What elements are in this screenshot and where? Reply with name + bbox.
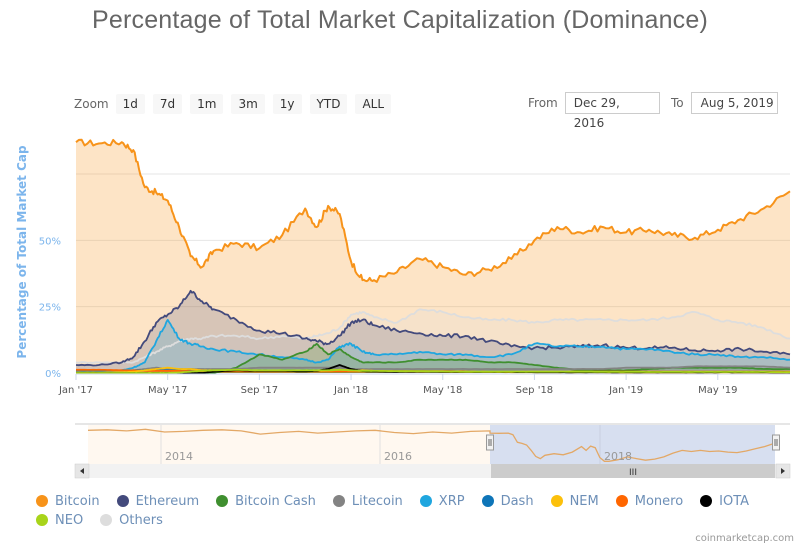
series-area-bitcoin [76,139,790,373]
gridlines [76,173,790,308]
x-axis-ticks: Jan '17 May '17 Sep '17 Jan '18 May '18 Sep '… [58,373,790,396]
legend-item-neo[interactable]: NEO [36,513,83,528]
navigator-left-handle[interactable] [486,434,494,451]
range-to: To Aug 5, 2019 [671,92,778,114]
series-line-neo[interactable] [76,368,790,374]
from-label: From [528,96,558,110]
legend-item-bitcoin[interactable]: Bitcoin [36,494,100,509]
legend-item-others[interactable]: Others [100,513,163,528]
legend-item-iota[interactable]: IOTA [700,494,749,509]
legend-marker-icon [216,495,229,507]
legend-row: NEO Others [36,511,796,529]
series-lines [75,138,791,374]
zoom-button-7d[interactable]: 7d [152,94,183,114]
legend-item-xrp[interactable]: XRP [419,493,465,509]
legend: Bitcoin Ethereum Bitcoin Cash Litecoin XRP Da… [36,492,796,530]
to-label: To [671,96,684,110]
series-area-bitcoin-cash [76,343,790,373]
series-areas [76,139,790,373]
range-from: From Dec 29, 2016 [528,92,660,130]
x-tick-label: Jan '17 [58,385,93,396]
credit-link[interactable]: coinmarketcap.com [695,533,794,544]
navigator-series-line [87,428,776,462]
legend-item-bitcoin-cash[interactable]: Bitcoin Cash [216,494,316,509]
legend-marker-icon [36,514,48,526]
legend-item-nem[interactable]: NEM [550,493,599,509]
legend-label: NEM [569,493,599,509]
navigator-right-handle[interactable] [772,434,780,451]
series-line-bitcoin[interactable] [75,138,791,283]
arrow-left-icon [80,468,84,474]
chart-title: Percentage of Total Market Capitalizatio… [92,6,708,34]
legend-item-litecoin[interactable]: Litecoin [332,493,403,509]
navigator-year-2014: 2014 [165,450,193,463]
navigator-year-2018: 2018 [604,450,632,463]
legend-item-ethereum[interactable]: Ethereum [116,493,200,509]
legend-marker-icon [550,495,563,507]
legend-marker-icon [100,514,113,526]
legend-item-dash[interactable]: Dash [481,493,534,509]
y-axis-ticks: 0% 25% 50% [39,236,61,380]
zoom-selector: Zoom 1d 7d 1m 3m 1y YTD ALL [74,93,399,115]
legend-marker-icon [481,495,494,507]
x-tick-label: May '17 [148,385,187,396]
zoom-button-ytd[interactable]: YTD [309,94,348,114]
y-tick-label: 50% [39,236,61,247]
navigator-area-fill [88,425,490,464]
series-line-others[interactable] [75,308,791,364]
navigator-year-2016: 2016 [384,450,412,463]
arrow-right-icon [781,468,785,474]
legend-marker-icon [116,495,129,507]
series-area-ethereum [76,290,790,373]
legend-item-monero[interactable]: Monero [615,493,684,509]
legend-marker-icon [700,495,713,507]
x-tick-label: Sep '18 [516,385,554,396]
series-line-xrp[interactable] [75,319,791,373]
zoom-label: Zoom [74,97,109,111]
legend-label: Litecoin [351,493,403,509]
x-tick-label: Jan '19 [608,385,643,396]
zoom-button-1m[interactable]: 1m [190,94,224,114]
to-date-input[interactable]: Aug 5, 2019 [690,92,778,114]
zoom-button-3m[interactable]: 3m [231,94,265,114]
navigator: 2014 2016 2018 III [74,423,791,479]
zoom-button-1y[interactable]: 1y [272,94,302,114]
legend-label: Ethereum [135,493,200,509]
y-tick-label: 0% [45,369,61,380]
legend-label: Dash [500,493,534,509]
legend-label: NEO [55,512,84,528]
legend-marker-icon [36,495,48,507]
series-area-xrp [76,319,790,373]
legend-label: Others [119,512,163,528]
chart-area: 0% 25% 50% Jan '17 May '17 Sep '17 Jan '18 May… [39,138,791,479]
x-tick-label: Sep '17 [241,385,279,396]
legend-marker-icon [332,495,345,507]
legend-label: Bitcoin [55,493,100,509]
legend-marker-icon [615,495,628,507]
legend-label: Bitcoin Cash [235,493,316,509]
legend-marker-icon [419,495,432,507]
legend-label: XRP [438,493,465,509]
scrollbar-thumb[interactable] [491,464,775,478]
x-tick-label: May '18 [423,385,462,396]
x-tick-label: Jan '18 [333,385,368,396]
scrollbar-grip: III [629,468,637,478]
legend-label: IOTA [719,493,750,509]
x-tick-label: May '19 [698,385,737,396]
legend-label: Monero [634,493,684,509]
y-tick-label: 25% [39,303,61,314]
legend-row: Bitcoin Ethereum Bitcoin Cash Litecoin XRP Da… [36,492,796,510]
zoom-button-1d[interactable]: 1d [115,94,145,114]
zoom-button-all[interactable]: ALL [355,94,392,114]
from-date-input[interactable]: Dec 29, 2016 [564,92,660,130]
